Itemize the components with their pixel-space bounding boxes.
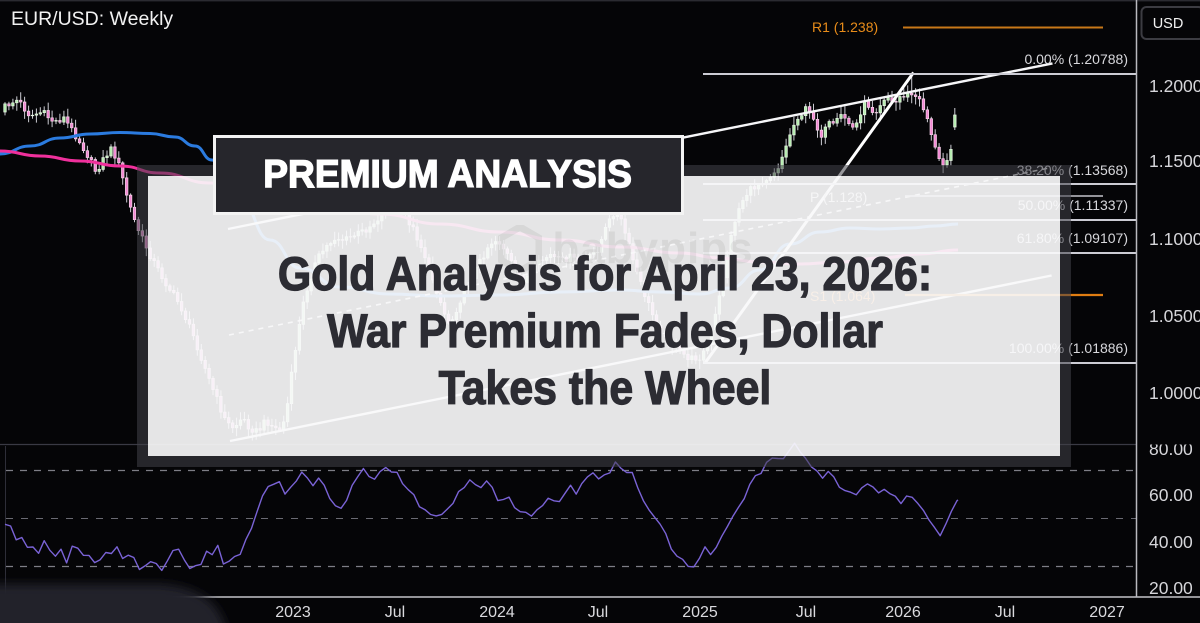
- svg-text:EUR/USD: Weekly: EUR/USD: Weekly: [11, 8, 173, 30]
- svg-text:Jul: Jul: [385, 604, 405, 621]
- svg-text:1.0500: 1.0500: [1149, 306, 1200, 326]
- svg-text:1.2000: 1.2000: [1149, 76, 1200, 96]
- svg-text:1.0000: 1.0000: [1149, 383, 1200, 403]
- svg-text:USD: USD: [1153, 16, 1184, 32]
- svg-text:Jul: Jul: [588, 604, 608, 621]
- svg-text:0.00% (1.20788): 0.00% (1.20788): [1024, 51, 1128, 67]
- svg-text:2023: 2023: [275, 604, 311, 621]
- svg-text:60.00: 60.00: [1149, 485, 1193, 505]
- svg-text:2026: 2026: [885, 604, 921, 621]
- svg-text:40.00: 40.00: [1149, 532, 1193, 552]
- svg-text:Jul: Jul: [796, 604, 816, 621]
- svg-text:2027: 2027: [1089, 604, 1125, 621]
- svg-text:R1 (1.238): R1 (1.238): [812, 19, 878, 35]
- svg-text:1.1500: 1.1500: [1149, 151, 1200, 171]
- svg-text:2024: 2024: [479, 604, 515, 621]
- svg-text:20.00: 20.00: [1149, 578, 1193, 598]
- svg-text:1.1000: 1.1000: [1149, 229, 1200, 249]
- svg-text:2025: 2025: [682, 604, 718, 621]
- svg-text:Jul: Jul: [995, 604, 1015, 621]
